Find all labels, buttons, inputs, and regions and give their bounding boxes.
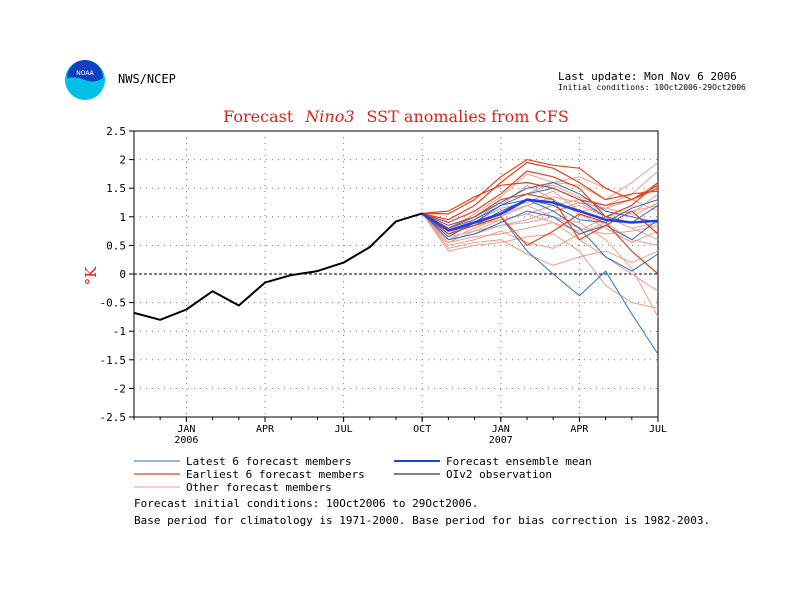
- other-member-line: [421, 213, 659, 249]
- earliest-member-line: [422, 170, 659, 224]
- latest-member-line: [421, 212, 659, 355]
- y-axis-label: °K: [82, 266, 100, 286]
- legend-label-obs: OIv2 observation: [446, 468, 552, 481]
- logo-inner-shape: [67, 60, 103, 82]
- note-initial-conditions: Forecast initial conditions: 10Oct2006 t…: [134, 497, 479, 510]
- observation-line: [133, 212, 423, 321]
- x-tick-label: JAN: [492, 424, 510, 435]
- title-part-2: Nino3: [305, 107, 355, 126]
- earliest-member-line: [421, 212, 659, 275]
- title-part-1: Forecast: [223, 107, 294, 126]
- legend-label-earliest: Earliest 6 forecast members: [186, 468, 365, 481]
- title-part-3: SST anomalies from CFS: [366, 107, 569, 126]
- y-tick-label: -0.5: [100, 297, 127, 310]
- y-tick-label: 0: [119, 268, 126, 281]
- x-tick-year: 2007: [489, 435, 513, 446]
- x-tick-label: OCT: [413, 424, 431, 435]
- earliest-member-line: [422, 159, 659, 215]
- y-tick-label: 2: [119, 154, 126, 167]
- other-member-line: [421, 213, 659, 309]
- legend-label-latest: Latest 6 forecast members: [186, 455, 352, 468]
- initial-conditions-range: Initial conditions: 10Oct2006-29Oct2006: [558, 83, 746, 92]
- y-tick-label: -1.5: [100, 354, 127, 367]
- earliest-member-line: [421, 193, 659, 241]
- earliest-member-line: [422, 161, 659, 221]
- last-update: Last update: Mon Nov 6 2006: [558, 70, 737, 83]
- logo-text: NOAA: [76, 70, 94, 77]
- legend-label-mean: Forecast ensemble mean: [446, 455, 592, 468]
- y-tick-label: 1: [119, 211, 126, 224]
- noaa-logo: NOAA: [65, 60, 105, 100]
- agency-label: NWS/NCEP: [118, 72, 176, 86]
- y-tick-label: 0.5: [106, 239, 126, 252]
- ensemble-mean-line: [421, 198, 659, 232]
- other-member-line: [421, 213, 659, 266]
- y-tick-label: -1: [113, 325, 126, 338]
- chart-title: Forecast Nino3 SST anomalies from CFS: [0, 107, 792, 126]
- y-tick-label: 2.5: [106, 125, 126, 138]
- note-base-period: Base period for climatology is 1971-2000…: [134, 514, 711, 527]
- earliest-member-line: [422, 181, 659, 214]
- x-tick-label: JUL: [649, 424, 667, 435]
- y-tick-label: 1.5: [106, 182, 126, 195]
- latest-member-line: [421, 210, 659, 241]
- x-tick-label: APR: [256, 424, 275, 435]
- y-tick-label: -2.5: [100, 411, 127, 424]
- latest-member-line: [421, 199, 659, 272]
- x-tick-year: 2006: [174, 435, 198, 446]
- y-tick-label: -2: [113, 382, 126, 395]
- other-member-line: [421, 213, 659, 292]
- legend-label-other: Other forecast members: [186, 481, 332, 494]
- x-tick-label: APR: [570, 424, 589, 435]
- x-tick-label: JUL: [335, 424, 353, 435]
- x-tick-label: JAN: [177, 424, 195, 435]
